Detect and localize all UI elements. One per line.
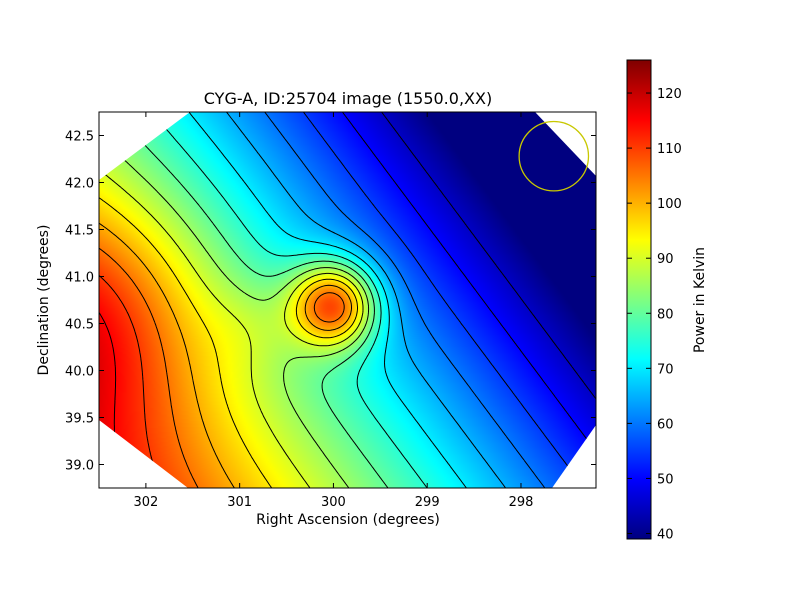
y-tick-label: 39.0 bbox=[65, 459, 94, 474]
contour-45 bbox=[381, 112, 596, 400]
colorbar-tick-label: 100 bbox=[657, 197, 682, 212]
colorbar: 40 50 60 70 80 90 100 110 120 Power in Kelvin bbox=[626, 59, 708, 542]
plot-area bbox=[99, 112, 596, 488]
colorbar-tick-label: 90 bbox=[657, 252, 674, 267]
x-axis: 302 301 300 299 298 bbox=[133, 112, 533, 510]
contour-105 bbox=[99, 247, 345, 488]
contour-60 bbox=[264, 112, 546, 488]
y-tick-label: 42.5 bbox=[65, 130, 94, 145]
heatmap-image bbox=[99, 112, 596, 488]
x-axis-label: Right Ascension (degrees) bbox=[256, 512, 440, 528]
contour-70 bbox=[188, 112, 467, 488]
colorbar-label: Power in Kelvin bbox=[692, 247, 708, 353]
y-tick-label: 41.5 bbox=[65, 224, 94, 239]
contour-55 bbox=[303, 112, 585, 488]
chart-title: CYG-A, ID:25704 image (1550.0,XX) bbox=[204, 89, 492, 108]
y-axis: 39.0 39.5 40.0 40.5 41.0 41.5 42.0 42.5 bbox=[65, 130, 596, 474]
colorbar-tick-label: 50 bbox=[657, 472, 674, 487]
colorbar-ticks: 40 50 60 70 80 90 100 110 120 bbox=[627, 87, 682, 542]
beam-circle bbox=[518, 120, 590, 192]
colorbar-tick-label: 120 bbox=[657, 87, 682, 102]
y-tick-label: 40.5 bbox=[65, 318, 94, 333]
colorbar-tick-label: 60 bbox=[657, 417, 674, 432]
colorbar-tick-label: 110 bbox=[657, 142, 682, 157]
x-tick-label: 299 bbox=[415, 495, 440, 510]
x-tick-label: 301 bbox=[227, 495, 252, 510]
x-tick-label: 300 bbox=[321, 495, 346, 510]
colorbar-bar bbox=[626, 59, 652, 540]
colorbar-tick-label: 40 bbox=[657, 527, 674, 542]
contour-lines bbox=[99, 112, 596, 488]
y-tick-label: 41.0 bbox=[65, 271, 94, 286]
y-tick-label: 40.0 bbox=[65, 365, 94, 380]
contour-95 bbox=[99, 197, 358, 488]
y-tick-label: 42.0 bbox=[65, 177, 94, 192]
x-tick-label: 298 bbox=[509, 495, 534, 510]
x-tick-label: 302 bbox=[133, 495, 158, 510]
colorbar-tick-label: 80 bbox=[657, 307, 674, 322]
y-tick-label: 39.5 bbox=[65, 412, 94, 427]
colorbar-tick-label: 70 bbox=[657, 362, 674, 377]
y-axis-label: Declination (degrees) bbox=[36, 225, 52, 376]
plot-frame bbox=[98, 111, 597, 489]
